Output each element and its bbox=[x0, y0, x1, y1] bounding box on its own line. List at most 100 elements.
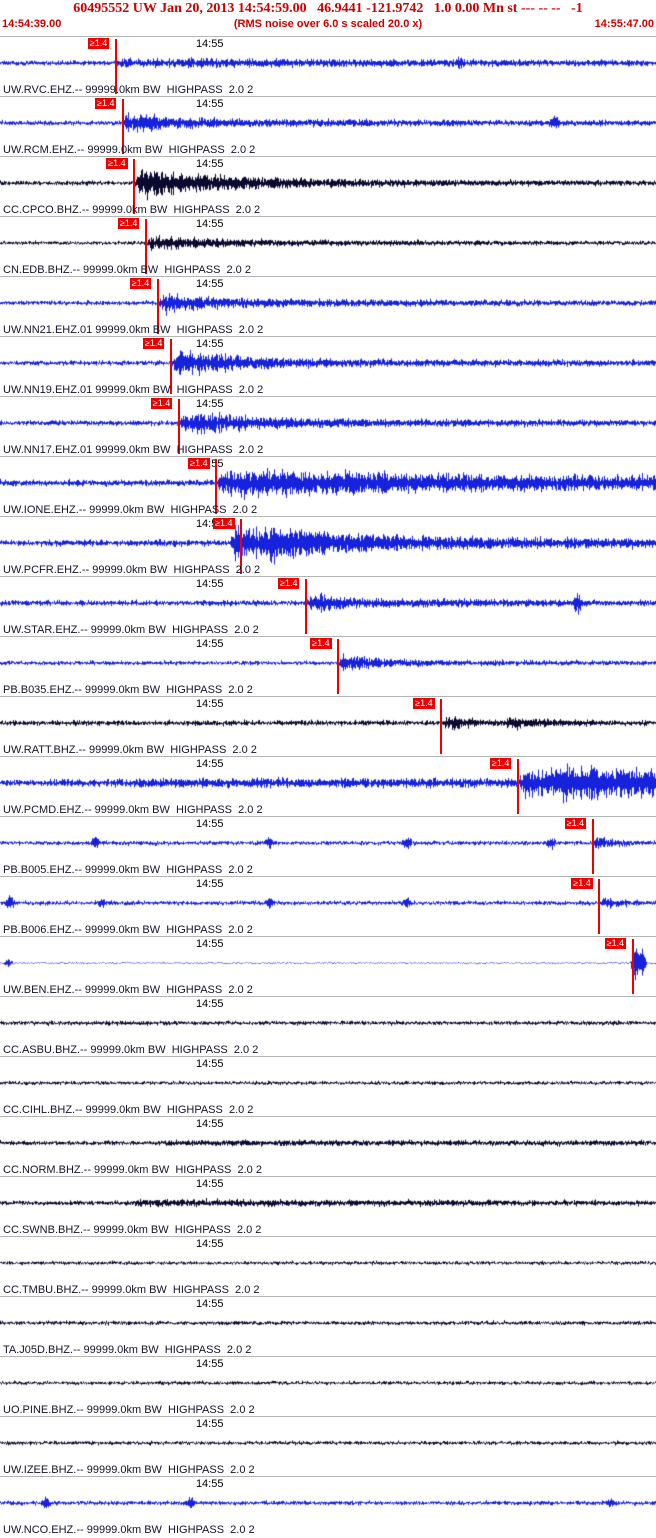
minute-tick-label: 14:55 bbox=[195, 938, 224, 950]
minute-tick-label: 14:55 bbox=[195, 1418, 224, 1430]
trace-panels: 14:55 ≥1.4 UW.RVC.EHZ.-- 99999.0km BW HIGH… bbox=[0, 36, 656, 1536]
waveform bbox=[0, 217, 656, 276]
pick-tag: ≥1.4 bbox=[150, 398, 173, 409]
minute-tick-label: 14:55 bbox=[195, 698, 224, 710]
pick-tag: ≥1.4 bbox=[413, 698, 435, 709]
minute-tick-label: 14:55 bbox=[195, 1358, 224, 1370]
pick-marker-line bbox=[591, 819, 594, 874]
trace-row: 14:55 CC.CIHL.BHZ.-- 99999.0km BW HIGHPAS… bbox=[0, 1056, 656, 1116]
trace-row: 14:55 UO.PINE.BHZ.-- 99999.0km BW HIGHPAS… bbox=[0, 1356, 656, 1416]
pick-marker-line bbox=[215, 459, 218, 514]
station-label: UW.STAR.EHZ.-- 99999.0km BW HIGHPASS 2.0… bbox=[3, 624, 259, 636]
waveform bbox=[0, 37, 656, 96]
pick-tag: ≥1.4 bbox=[129, 278, 152, 289]
station-label: UW.NN19.EHZ.01 99999.0km BW HIGHPASS 2.0… bbox=[3, 384, 264, 396]
event-summary-line: 60495552 UW Jan 20, 2013 14:54:59.00 46.… bbox=[73, 1, 583, 16]
station-label: PB.B006.EHZ.-- 99999.0km BW HIGHPASS 2.0… bbox=[3, 924, 253, 936]
minute-tick-label: 14:55 bbox=[195, 1178, 224, 1190]
trace-row: 14:55 ≥1.4 UW.RCM.EHZ.-- 99999.0km BW HIGH… bbox=[0, 96, 656, 156]
station-label: CC.SWNB.BHZ.-- 99999.0km BW HIGHPASS 2.0… bbox=[3, 1224, 262, 1236]
pick-tag: ≥1.4 bbox=[489, 758, 512, 769]
pick-marker-line bbox=[631, 939, 634, 994]
station-label: UW.RVC.EHZ.-- 99999.0km BW HIGHPASS 2.0 … bbox=[3, 84, 254, 96]
trace-row: 14:55 CC.TMBU.BHZ.-- 99999.0km BW HIGHPAS… bbox=[0, 1236, 656, 1296]
trace-row: 14:55 ≥1.4 CC.CPCO.BHZ.-- 99999.0km BW HIG… bbox=[0, 156, 656, 216]
pick-tag: ≥1.4 bbox=[278, 578, 300, 589]
minute-tick-label: 14:55 bbox=[195, 1058, 224, 1070]
station-label: TA.J05D.BHZ.-- 99999.0km BW HIGHPASS 2.0… bbox=[3, 1344, 252, 1356]
pick-tag: ≥1.4 bbox=[87, 38, 110, 49]
minute-tick-label: 14:55 bbox=[195, 38, 224, 50]
pick-tag: ≥1.4 bbox=[106, 158, 128, 169]
minute-tick-label: 14:55 bbox=[195, 758, 224, 770]
pick-marker-line bbox=[305, 579, 308, 634]
pick-marker-line bbox=[240, 519, 243, 574]
window-start-time: 14:54:39.00 bbox=[2, 18, 62, 30]
trace-row: 14:55 ≥1.4 UW.STAR.EHZ.-- 99999.0km BW HIG… bbox=[0, 576, 656, 636]
trace-row: 14:55 ≥1.4 UW.IONE.EHZ.-- 99999.0km BW HIG… bbox=[0, 456, 656, 516]
trace-row: 14:55 ≥1.4 UW.NN19.EHZ.01 99999.0km BW HIG… bbox=[0, 336, 656, 396]
minute-tick-label: 14:55 bbox=[195, 98, 224, 110]
trace-row: 14:55 TA.J05D.BHZ.-- 99999.0km BW HIGHPAS… bbox=[0, 1296, 656, 1356]
pick-tag: ≥1.4 bbox=[95, 98, 117, 109]
pick-marker-line bbox=[144, 219, 147, 274]
time-window-bar: 14:54:39.00 (RMS noise over 6.0 s scaled… bbox=[0, 17, 656, 34]
waveform bbox=[0, 1057, 656, 1116]
minute-tick-label: 14:55 bbox=[195, 218, 224, 230]
waveform bbox=[0, 577, 656, 636]
pick-marker-line bbox=[440, 699, 443, 754]
trace-row: 14:55 ≥1.4 UW.PCMD.EHZ.-- 99999.0km BW HIG… bbox=[0, 756, 656, 816]
station-label: UW.NN21.EHZ.01 99999.0km BW HIGHPASS 2.0… bbox=[3, 324, 264, 336]
station-label: UW.RATT.BHZ.-- 99999.0km BW HIGHPASS 2.0… bbox=[3, 744, 257, 756]
pick-marker-line bbox=[337, 639, 340, 694]
waveform bbox=[0, 1177, 656, 1236]
pick-tag: ≥1.4 bbox=[213, 518, 235, 529]
trace-row: 14:55 ≥1.4 UW.NN21.EHZ.01 99999.0km BW HIG… bbox=[0, 276, 656, 336]
pick-marker-line bbox=[122, 99, 125, 154]
minute-tick-label: 14:55 bbox=[195, 278, 224, 290]
waveform bbox=[0, 877, 656, 936]
pick-tag: ≥1.4 bbox=[604, 938, 627, 949]
station-label: PB.B035.EHZ.-- 99999.0km BW HIGHPASS 2.0… bbox=[3, 684, 253, 696]
minute-tick-label: 14:55 bbox=[195, 1478, 224, 1490]
waveform bbox=[0, 1357, 656, 1416]
scaling-note: (RMS noise over 6.0 s scaled 20.0 x) bbox=[233, 18, 423, 30]
pick-tag: ≥1.4 bbox=[117, 218, 140, 229]
trace-row: 14:55 CC.ASBU.BHZ.-- 99999.0km BW HIGHPAS… bbox=[0, 996, 656, 1056]
trace-row: 14:55 ≥1.4 PB.B006.EHZ.-- 99999.0km BW HIG… bbox=[0, 876, 656, 936]
minute-tick-label: 14:55 bbox=[195, 338, 224, 350]
station-label: CC.CPCO.BHZ.-- 99999.0km BW HIGHPASS 2.0… bbox=[3, 204, 261, 216]
waveform bbox=[0, 1417, 656, 1476]
trace-row: 14:55 ≥1.4 UW.PCFR.EHZ.-- 99999.0km BW HIG… bbox=[0, 516, 656, 576]
waveform bbox=[0, 1117, 656, 1176]
minute-tick-label: 14:55 bbox=[195, 1118, 224, 1130]
waveform bbox=[0, 1237, 656, 1296]
waveform bbox=[0, 277, 656, 336]
station-label: CN.EDB.BHZ.-- 99999.0km BW HIGHPASS 2.0 … bbox=[3, 264, 251, 276]
trace-row: 14:55 UW.IZEE.BHZ.-- 99999.0km BW HIGHPAS… bbox=[0, 1416, 656, 1476]
minute-tick-label: 14:55 bbox=[195, 398, 224, 410]
trace-row: 14:55 CC.SWNB.BHZ.-- 99999.0km BW HIGHPAS… bbox=[0, 1176, 656, 1236]
pick-marker-line bbox=[133, 159, 136, 214]
pick-tag: ≥1.4 bbox=[188, 458, 210, 469]
pick-tag: ≥1.4 bbox=[310, 638, 332, 649]
pick-marker-line bbox=[516, 759, 519, 814]
minute-tick-label: 14:55 bbox=[195, 878, 224, 890]
minute-tick-label: 14:55 bbox=[195, 158, 224, 170]
minute-tick-label: 14:55 bbox=[195, 638, 224, 650]
station-label: UW.NCO.EHZ.-- 99999.0km BW HIGHPASS 2.0 … bbox=[3, 1524, 255, 1536]
station-label: CC.TMBU.BHZ.-- 99999.0km BW HIGHPASS 2.0… bbox=[3, 1284, 260, 1296]
trace-row: 14:55 ≥1.4 UW.NN17.EHZ.01 99999.0km BW HIG… bbox=[0, 396, 656, 456]
trace-row: 14:55 ≥1.4 UW.RVC.EHZ.-- 99999.0km BW HIGH… bbox=[0, 36, 656, 96]
trace-row: 14:55 ≥1.4 UW.BEN.EHZ.-- 99999.0km BW HIGH… bbox=[0, 936, 656, 996]
waveform bbox=[0, 1297, 656, 1356]
waveform bbox=[0, 397, 656, 456]
waveform bbox=[0, 337, 656, 396]
pick-tag: ≥1.4 bbox=[571, 878, 593, 889]
waveform bbox=[0, 817, 656, 876]
pick-marker-line bbox=[598, 879, 601, 934]
waveform bbox=[0, 997, 656, 1056]
minute-tick-label: 14:55 bbox=[195, 1238, 224, 1250]
station-label: UW.IZEE.BHZ.-- 99999.0km BW HIGHPASS 2.0… bbox=[3, 1464, 255, 1476]
station-label: UW.PCMD.EHZ.-- 99999.0km BW HIGHPASS 2.0… bbox=[3, 804, 263, 816]
